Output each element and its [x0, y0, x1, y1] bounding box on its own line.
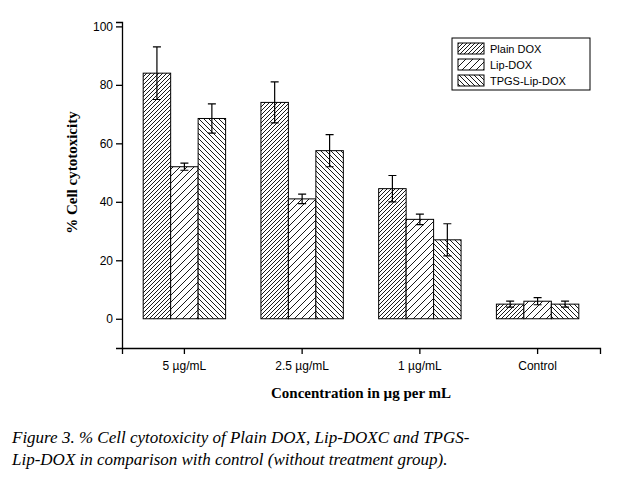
y-tick-label: 40 [100, 195, 114, 209]
error-bar [208, 104, 216, 133]
legend-swatch [458, 59, 484, 70]
bar [261, 102, 288, 318]
y-tick-label: 80 [100, 78, 114, 92]
legend-box [452, 38, 590, 90]
series [198, 104, 579, 319]
legend-label: Lip-DOX [490, 59, 533, 71]
caption: Lip-DOX in comparison with control (with… [11, 450, 447, 469]
y-tick-mark [116, 260, 122, 261]
legend-swatch [458, 43, 484, 54]
bar [143, 73, 170, 319]
x-tick: 1 µg/mL [398, 348, 442, 373]
legend: Plain DOX Lip-DOX TPGS-Lip-DOX [452, 38, 590, 90]
x-tick-label: Control [518, 359, 557, 373]
y-tick-mark [116, 319, 122, 320]
error-bar [271, 82, 279, 123]
error-bar [416, 214, 424, 225]
error-bar [153, 47, 161, 100]
y-tick: 60 [100, 137, 122, 151]
error-bar [298, 194, 306, 203]
x-axis: 5 µg/mL 2.5 µg/mL 1 µg/mL Control [123, 348, 601, 373]
y-tick-mark [116, 26, 122, 27]
y-tick-mark [116, 85, 122, 86]
legend-swatch [458, 75, 484, 86]
error-bar [326, 135, 334, 167]
error-bar [443, 224, 451, 256]
x-tick-label: 1 µg/mL [398, 359, 442, 373]
y-tick-mark [116, 202, 122, 203]
caption: Figure 3. % Cell cytotoxicity of Plain D… [11, 428, 470, 447]
bar [171, 167, 198, 319]
y-axis: 0 20 40 60 80 100 [93, 20, 123, 349]
plot: 0 20 40 60 80 100 5 µg/mL 2.5 µg/mL 1 µg/mL Contr… [93, 20, 601, 373]
bar [379, 189, 406, 319]
y-tick: 20 [100, 254, 122, 268]
x-axis-title: Concentration in µg per mL [271, 385, 451, 401]
series [171, 163, 552, 319]
y-tick: 100 [93, 20, 122, 34]
x-tick-label: 2.5 µg/mL [275, 359, 329, 373]
x-tick: 5 µg/mL [163, 348, 207, 373]
error-bar [534, 298, 542, 305]
x-tick-mark [184, 348, 185, 354]
error-bar [180, 163, 188, 170]
y-tick-label: 0 [106, 312, 113, 326]
y-tick: 40 [100, 195, 122, 209]
y-axis-line [116, 23, 123, 349]
y-tick-label: 20 [100, 254, 114, 268]
legend-label: TPGS-Lip-DOX [490, 75, 566, 87]
y-tick-label: 100 [93, 20, 113, 34]
x-tick: 2.5 µg/mL [275, 348, 329, 373]
error-bar [388, 175, 396, 201]
x-tick-mark [301, 348, 302, 354]
legend-label: Plain DOX [490, 43, 542, 55]
y-tick-label: 60 [100, 137, 114, 151]
x-tick-label: 5 µg/mL [163, 359, 207, 373]
bar [288, 199, 315, 319]
y-axis-title: % Cell cytotoxicity [64, 111, 80, 234]
y-tick: 80 [100, 78, 122, 92]
bar [316, 151, 343, 319]
x-axis-line [123, 349, 601, 355]
bar [406, 219, 433, 318]
y-tick-mark [116, 143, 122, 144]
chart: 0 20 40 60 80 100 5 µg/mL 2.5 µg/mL 1 µg/mL Contr… [0, 0, 642, 497]
error-bar [506, 301, 514, 307]
x-tick-mark [537, 348, 538, 354]
error-bar [561, 301, 569, 307]
bar [198, 118, 225, 318]
x-tick: Control [518, 348, 557, 373]
x-tick-mark [419, 348, 420, 354]
y-tick: 0 [106, 312, 122, 326]
